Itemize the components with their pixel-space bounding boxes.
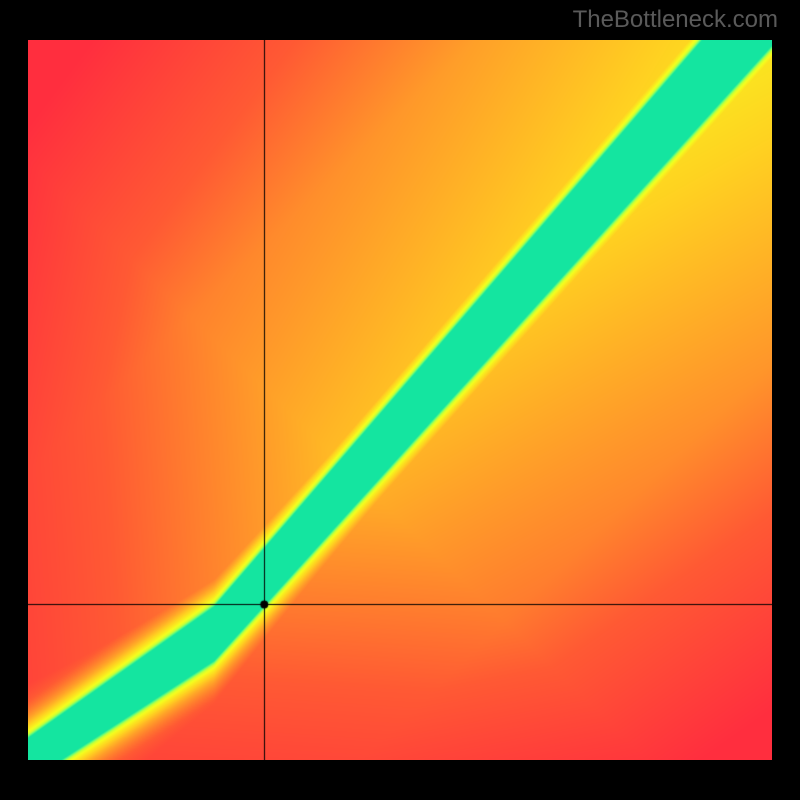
- bottleneck-heatmap: [28, 40, 772, 760]
- watermark-label: TheBottleneck.com: [573, 6, 778, 34]
